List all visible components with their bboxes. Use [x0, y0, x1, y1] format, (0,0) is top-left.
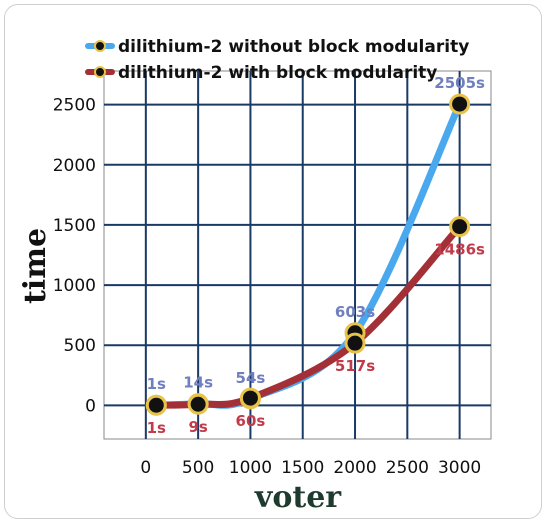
data-labels: 1s 14s 54s 603s 2505s 1s 9s 60s 517s 1486s — [147, 74, 485, 437]
data-point-1 — [145, 394, 167, 416]
y-tick-label: 0 — [85, 396, 96, 416]
y-tick-label: 2000 — [53, 156, 96, 176]
y-tick-label: 2500 — [53, 96, 96, 116]
legend-label-without: dilithium-2 without block modularity — [118, 37, 469, 57]
x-tick-label: 1000 — [229, 458, 272, 478]
data-points — [145, 93, 471, 416]
data-label-0: 603s — [335, 303, 375, 321]
x-tick-label: 1500 — [281, 458, 324, 478]
chart-frame — [4, 4, 542, 519]
legend-item-with: dilithium-2 with block modularity — [85, 63, 437, 83]
y-tick-label: 500 — [64, 336, 96, 356]
x-tick-label: 2500 — [386, 458, 429, 478]
data-point-0 — [449, 93, 471, 115]
x-tick-label: 2000 — [333, 458, 376, 478]
legend-item-without: dilithium-2 without block modularity — [85, 37, 469, 57]
data-label-1: 60s — [236, 412, 266, 430]
tick-labels: 0 500 1000 1500 2000 2500 3000 0 500 1000 1500 2000… — [53, 96, 482, 478]
y-tick-label: 1500 — [53, 216, 96, 236]
legend-marker-with — [94, 66, 106, 78]
data-label-1: 1s — [147, 419, 166, 437]
legend-label-with: dilithium-2 with block modularity — [118, 63, 437, 83]
data-label-0: 1s — [147, 375, 166, 393]
x-tick-label: 3000 — [438, 458, 481, 478]
series-lines — [152, 100, 464, 409]
data-point-1 — [187, 393, 209, 415]
data-point-1 — [344, 332, 366, 354]
x-tick-label: 0 — [140, 458, 151, 478]
legend-marker-without — [94, 40, 106, 52]
x-axis-title: voter — [254, 480, 342, 515]
grid — [103, 70, 492, 440]
y-tick-label: 1000 — [53, 276, 96, 296]
data-label-1: 1486s — [434, 241, 485, 259]
y-axis-title: time — [18, 228, 53, 304]
series-line-0 — [152, 100, 464, 409]
data-label-1: 517s — [335, 357, 375, 375]
data-label-1: 9s — [188, 418, 207, 436]
data-label-0: 14s — [183, 374, 213, 392]
data-label-0: 54s — [236, 369, 266, 387]
data-label-0: 2505s — [434, 74, 485, 92]
data-point-1 — [239, 387, 261, 409]
data-point-1 — [449, 216, 471, 238]
plot-border — [103, 70, 492, 440]
legend: dilithium-2 without block modularity dil… — [85, 37, 469, 83]
x-tick-label: 500 — [182, 458, 214, 478]
